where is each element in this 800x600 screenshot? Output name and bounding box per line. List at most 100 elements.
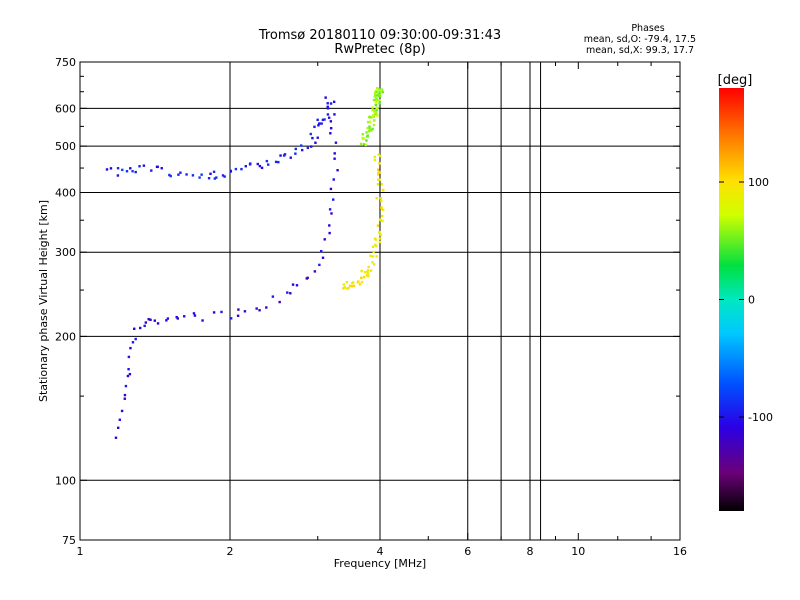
data-point <box>105 168 109 171</box>
data-point <box>306 276 309 280</box>
data-point <box>212 170 216 173</box>
data-point <box>249 162 252 165</box>
data-point <box>139 326 142 330</box>
colorbar-label: [deg] <box>718 73 753 88</box>
data-point <box>373 119 376 122</box>
data-point <box>289 292 292 295</box>
data-point <box>274 160 278 164</box>
data-point <box>316 136 319 139</box>
data-point <box>326 102 329 105</box>
y-tick-label: 300 <box>55 246 76 259</box>
data-point <box>381 188 385 192</box>
data-point <box>191 174 195 177</box>
data-point <box>326 107 330 110</box>
data-point <box>380 206 383 209</box>
data-point <box>371 106 374 109</box>
data-point <box>323 238 326 241</box>
data-point <box>124 384 128 388</box>
data-point <box>363 271 367 274</box>
data-point <box>366 126 369 130</box>
data-point <box>185 173 188 176</box>
data-point <box>134 337 137 341</box>
data-point <box>368 128 372 131</box>
data-point <box>373 92 377 95</box>
data-point <box>374 103 378 107</box>
data-point <box>380 199 383 203</box>
data-point <box>283 153 287 156</box>
data-point <box>377 178 380 181</box>
data-point <box>379 88 383 92</box>
data-point <box>348 284 352 287</box>
data-points <box>105 87 385 439</box>
data-point <box>138 165 141 168</box>
data-point <box>366 272 370 275</box>
data-point <box>324 96 327 99</box>
data-point <box>372 263 376 266</box>
data-point <box>310 145 313 148</box>
data-point <box>114 436 118 439</box>
data-point <box>377 87 381 91</box>
data-point <box>150 169 153 172</box>
data-point <box>177 173 180 176</box>
data-point <box>133 327 136 330</box>
data-point <box>176 317 179 320</box>
data-point <box>352 284 356 288</box>
data-point <box>131 341 135 344</box>
data-point <box>129 167 132 170</box>
data-point <box>221 174 225 177</box>
data-point <box>373 158 377 162</box>
y-tick-label: 100 <box>55 474 76 487</box>
data-point <box>333 113 336 116</box>
data-point <box>209 172 212 176</box>
data-point <box>258 309 261 312</box>
data-point <box>300 144 303 147</box>
data-point <box>244 165 247 168</box>
data-point <box>223 175 226 178</box>
chart-title: Tromsø 20180110 09:30:00-09:31:43 <box>258 28 501 43</box>
data-point <box>380 214 384 218</box>
data-point <box>294 147 297 151</box>
data-point <box>255 307 258 310</box>
data-point <box>127 368 130 371</box>
data-point <box>362 143 366 146</box>
data-point <box>374 111 378 114</box>
data-point <box>357 280 360 283</box>
data-point <box>169 174 172 178</box>
data-point <box>368 126 371 129</box>
data-point <box>372 98 376 102</box>
data-point <box>320 122 323 125</box>
x-axis-label: Frequency [MHz] <box>334 557 426 570</box>
data-point <box>323 118 326 121</box>
data-point <box>333 152 336 155</box>
axis-ticks: 1 2 4 6 8 10 16 75 100 200 300 400 500 600 750 <box>55 56 687 558</box>
colorbar-ticks: 100 0 -100 <box>719 176 773 424</box>
y-tick-label: 750 <box>55 56 76 69</box>
data-point <box>265 159 269 163</box>
data-point <box>313 270 317 273</box>
data-point <box>328 231 331 235</box>
data-point <box>127 355 131 359</box>
data-point <box>376 183 380 186</box>
data-point <box>125 170 129 173</box>
data-point <box>143 324 146 328</box>
data-point <box>129 346 132 350</box>
data-point <box>365 131 368 134</box>
data-point <box>207 177 211 180</box>
data-point <box>376 224 380 227</box>
data-point <box>347 287 350 290</box>
data-point <box>332 178 335 181</box>
data-point <box>243 310 247 313</box>
chart-subtitle: RwPretec (8p) <box>334 42 425 57</box>
data-point <box>371 108 374 112</box>
y-axis-label: Stationary phase Virtual Height [km] <box>37 200 50 402</box>
data-point <box>332 198 335 201</box>
data-point <box>358 283 362 286</box>
data-point <box>361 133 365 136</box>
data-point <box>266 163 270 166</box>
data-point <box>375 107 378 110</box>
y-tick-label: 200 <box>55 330 76 343</box>
data-point <box>321 256 325 259</box>
data-point <box>295 284 299 287</box>
data-point <box>343 286 347 289</box>
